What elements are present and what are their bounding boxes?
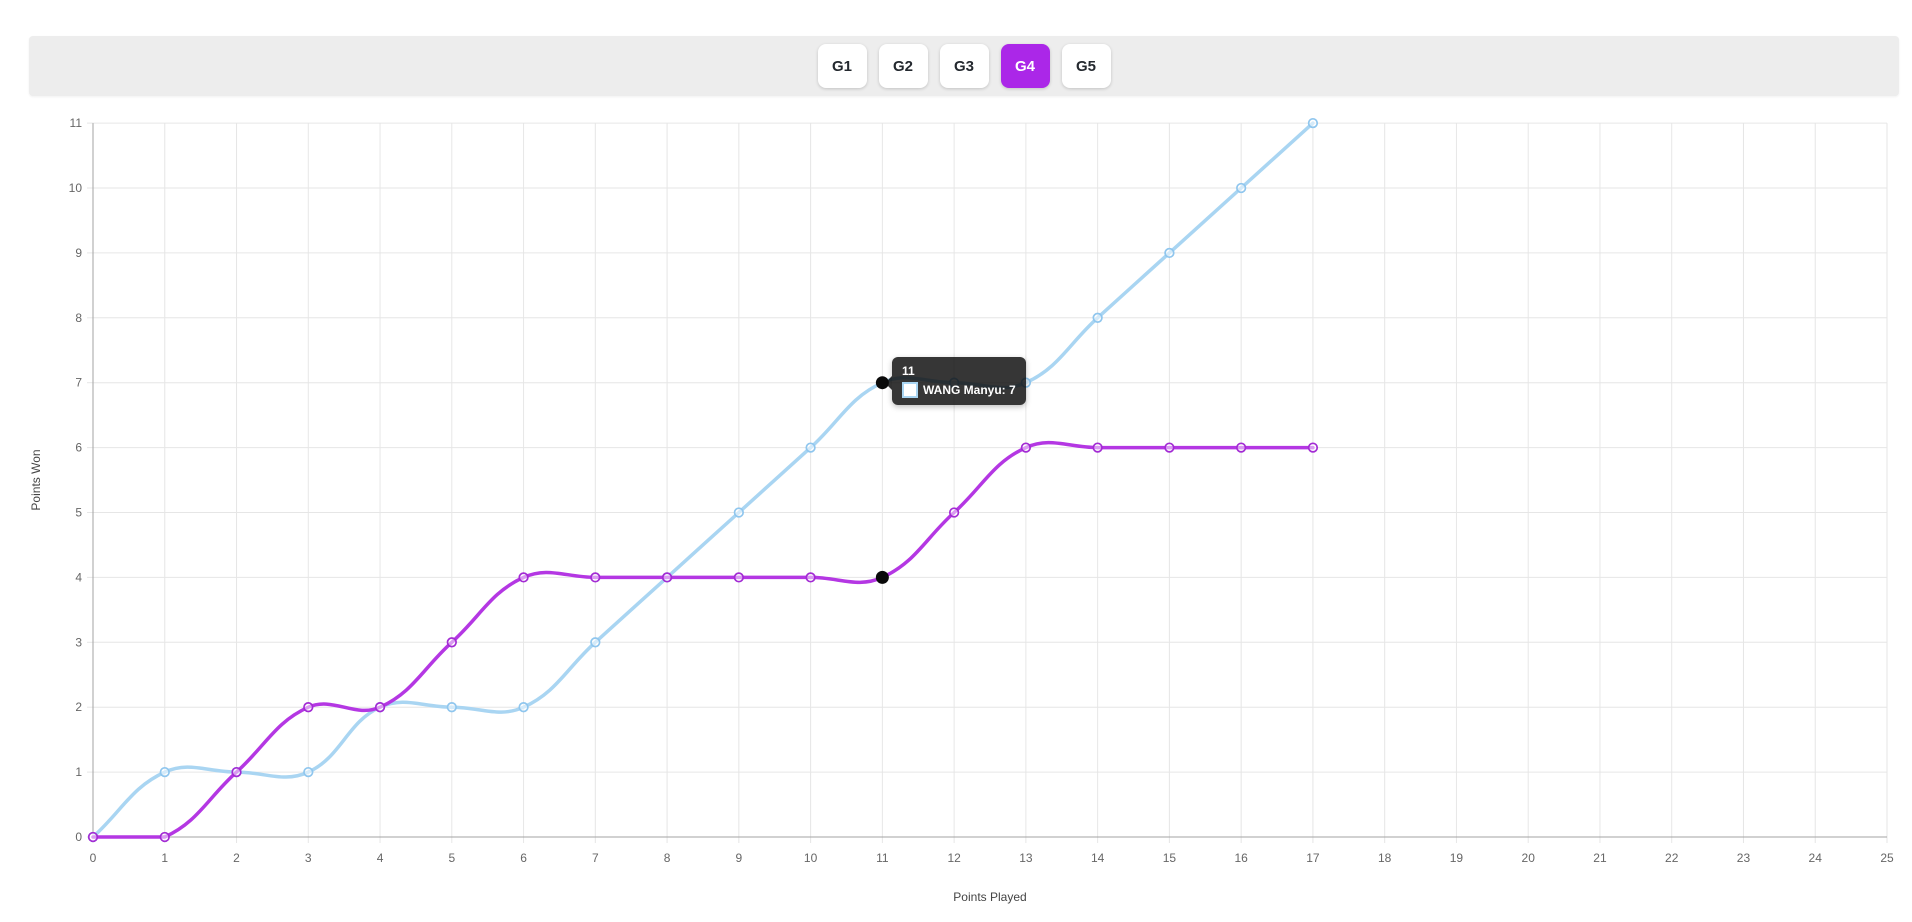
data-point-marker[interactable] [1236, 182, 1247, 194]
x-tick-label: 4 [377, 851, 384, 865]
data-point-marker[interactable] [1092, 312, 1103, 323]
tooltip-caret-icon [885, 376, 892, 390]
data-point-marker[interactable] [805, 442, 816, 453]
x-tick-label: 0 [90, 851, 97, 865]
x-tick-label: 2 [233, 851, 240, 865]
x-tick-label: 18 [1378, 851, 1392, 865]
chart-tooltip: 11 WANG Manyu: 7 [885, 357, 1026, 405]
x-tick-label: 22 [1665, 851, 1679, 865]
data-point-marker[interactable] [159, 766, 170, 778]
data-point-marker[interactable] [1236, 442, 1247, 453]
data-point-marker[interactable] [231, 766, 242, 778]
y-tick-label: 2 [75, 700, 82, 714]
x-tick-label: 8 [664, 851, 671, 865]
y-tick-label: 8 [75, 311, 82, 325]
highlighted-point[interactable] [875, 570, 889, 584]
data-point-marker[interactable] [1020, 442, 1032, 453]
data-point-marker[interactable] [733, 507, 744, 518]
data-point-marker[interactable] [518, 572, 529, 583]
x-tick-label: 12 [947, 851, 961, 865]
x-tick-label: 14 [1091, 851, 1105, 865]
y-tick-label: 11 [70, 116, 83, 130]
tooltip-row-label: WANG Manyu: 7 [923, 383, 1016, 397]
tooltip-title: 11 [902, 364, 915, 378]
x-tick-label: 5 [448, 851, 455, 865]
x-tick-label: 10 [804, 851, 818, 865]
x-tick-label: 21 [1593, 851, 1607, 865]
y-tick-label: 0 [75, 830, 82, 844]
x-tick-label: 15 [1163, 851, 1177, 865]
data-point-marker[interactable] [805, 572, 816, 583]
data-point-marker[interactable] [661, 572, 673, 583]
data-point-marker[interactable] [1307, 442, 1319, 453]
axis-layer [92, 123, 1887, 838]
data-point-marker[interactable] [303, 766, 314, 778]
data-point-marker[interactable] [446, 702, 457, 713]
data-point-marker[interactable] [590, 572, 601, 583]
y-tick-label: 7 [75, 376, 82, 390]
data-point-marker[interactable] [948, 507, 960, 518]
game-tab-g4[interactable]: G4 [1000, 44, 1050, 88]
x-tick-label: 11 [876, 851, 889, 865]
y-tick-label: 10 [69, 181, 83, 195]
y-tick-label: 6 [75, 441, 82, 455]
game-tab-g3[interactable]: G3 [939, 44, 989, 88]
grid-layer: 0 1 2 3 4 5 6 7 8 9 10 11 12 13 14 15 16 17 18 19 20 21 22 23 24… [69, 116, 1894, 865]
data-point-marker[interactable] [1307, 117, 1319, 129]
x-tick-label: 16 [1234, 851, 1248, 865]
y-tick-label: 9 [75, 246, 82, 260]
data-point-marker[interactable] [1164, 442, 1175, 453]
data-point-marker[interactable] [733, 572, 744, 583]
tooltip-row: WANG Manyu: 7 [902, 382, 1016, 398]
game-tab-g2[interactable]: G2 [878, 44, 928, 88]
x-tick-label: 17 [1306, 851, 1320, 865]
x-tick-label: 3 [305, 851, 312, 865]
y-axis-title: Points Won [29, 449, 43, 510]
data-point-marker[interactable] [518, 702, 529, 713]
y-tick-label: 3 [75, 635, 82, 649]
data-point-marker[interactable] [1164, 247, 1175, 259]
x-tick-label: 7 [592, 851, 599, 865]
x-tick-label: 25 [1880, 851, 1894, 865]
data-point-marker[interactable] [1092, 442, 1103, 453]
x-tick-label: 20 [1522, 851, 1536, 865]
x-tick-label: 9 [735, 851, 742, 865]
x-tick-label: 13 [1019, 851, 1033, 865]
data-point-marker[interactable] [159, 831, 170, 843]
x-tick-label: 24 [1809, 851, 1823, 865]
y-tick-label: 1 [75, 765, 82, 779]
data-point-marker[interactable] [374, 702, 386, 713]
data-point-marker[interactable] [303, 702, 314, 713]
game-tab-g5[interactable]: G5 [1061, 44, 1111, 88]
game-selector-toolbar: G1 G2 G3 G4 G5 [29, 36, 1899, 96]
y-tick-label: 4 [75, 570, 82, 584]
y-tick-label: 5 [75, 506, 82, 520]
x-axis-title: Points Played [953, 890, 1026, 904]
data-point-marker[interactable] [87, 831, 99, 843]
series-layer [87, 117, 1319, 843]
game-tab-g1[interactable]: G1 [817, 44, 867, 88]
x-tick-label: 6 [520, 851, 527, 865]
x-tick-label: 19 [1450, 851, 1464, 865]
x-tick-label: 23 [1737, 851, 1751, 865]
data-point-marker[interactable] [446, 637, 457, 648]
x-tick-label: 1 [161, 851, 168, 865]
series-color-swatch-icon [902, 382, 918, 398]
data-point-marker[interactable] [590, 637, 601, 648]
